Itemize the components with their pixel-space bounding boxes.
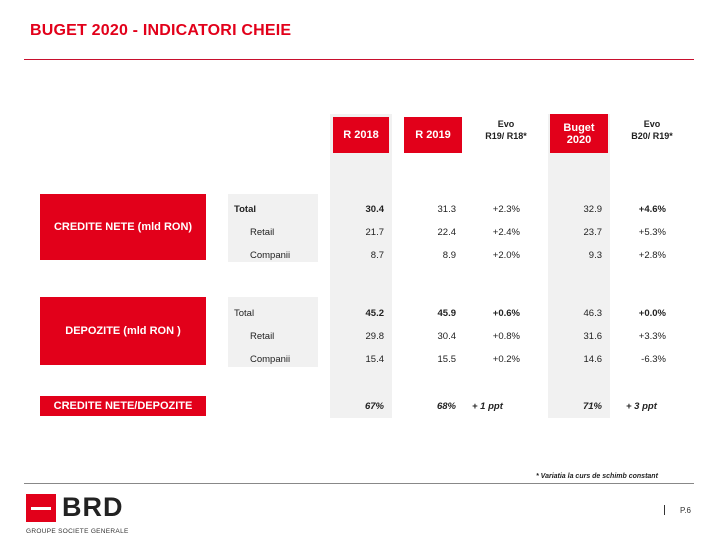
depozite-total-evo1: +0.6% — [492, 308, 520, 319]
credite-total-evo2: +4.6% — [638, 204, 666, 215]
ratio-r2018: 67% — [364, 401, 384, 412]
ratio-evo2: + 3 ppt — [626, 401, 657, 412]
credite-total-r2019: 31.3 — [437, 204, 457, 215]
depozite-total-r2018: 45.2 — [365, 308, 385, 319]
depozite-retail-buget: 31.6 — [583, 331, 603, 342]
brd-logo-bar — [31, 507, 51, 510]
header-evo2-line1: Evo — [643, 119, 661, 129]
header-evo2-line2: B20/ R19* — [631, 131, 673, 141]
depozite-companii-r2018: 15.4 — [365, 354, 385, 365]
credite-companii-evo1: +2.0% — [492, 250, 520, 261]
header-buget-line1: Buget — [563, 121, 595, 134]
credite-retail-r2018: 21.7 — [365, 227, 385, 238]
depozite-retail-r2019: 30.4 — [437, 331, 457, 342]
credite-retail-evo1: +2.4% — [492, 227, 520, 238]
depozite-companii-evo2: -6.3% — [641, 354, 666, 365]
credite-retail-evo2: +5.3% — [638, 227, 666, 238]
depozite-retail-r2018: 29.8 — [365, 331, 385, 342]
header-evo-b20-r19: Evo B20/ R19* — [616, 118, 688, 142]
credite-retail-r2019: 22.4 — [437, 227, 457, 238]
row-label-shade-credite — [228, 194, 318, 262]
row-label-shade-depozite — [228, 297, 318, 367]
header-buget-2020: Buget 2020 — [550, 114, 608, 153]
credite-companii-evo2: +2.8% — [638, 250, 666, 261]
row-label-total: Total — [234, 308, 255, 319]
ratio-r2019: 68% — [436, 401, 456, 412]
title-divider — [24, 59, 694, 60]
row-label-retail: Retail — [250, 331, 275, 342]
depozite-total-evo2: +0.0% — [638, 308, 666, 319]
header-r2019: R 2019 — [404, 117, 462, 153]
credite-companii-buget: 9.3 — [588, 250, 602, 261]
row-label-companii: Companii — [250, 250, 291, 261]
column-shade-buget — [548, 114, 610, 418]
footer-divider — [24, 483, 694, 484]
brd-logo-subtitle: GROUPE SOCIETE GENERALE — [26, 528, 129, 535]
column-shade-r2018 — [330, 114, 392, 418]
row-label-retail: Retail — [250, 227, 275, 238]
section-label-depozite: DEPOZITE (mld RON ) — [40, 297, 206, 365]
depozite-retail-evo2: +3.3% — [638, 331, 666, 342]
header-evo-line1: Evo — [497, 119, 515, 129]
credite-total-r2018: 30.4 — [365, 204, 385, 215]
ratio-evo1: + 1 ppt — [472, 401, 503, 412]
section-label-ratio: CREDITE NETE/DEPOZITE — [40, 396, 206, 416]
depozite-retail-evo1: +0.8% — [492, 331, 520, 342]
header-buget-line2: 2020 — [566, 133, 592, 146]
depozite-companii-r2019: 15.5 — [437, 354, 457, 365]
credite-retail-buget: 23.7 — [583, 227, 603, 238]
footnote: * Variatia la curs de schimb constant — [536, 473, 658, 480]
header-evo-line2: R19/ R18* — [485, 131, 527, 141]
ratio-buget: 71% — [582, 401, 602, 412]
credite-companii-r2019: 8.9 — [442, 250, 456, 261]
row-label-total: Total — [234, 204, 256, 215]
credite-total-evo1: +2.3% — [492, 204, 520, 215]
header-evo-r19-r18: Evo R19/ R18* — [470, 118, 542, 142]
page-title: BUGET 2020 - INDICATORI CHEIE — [30, 22, 292, 39]
depozite-total-buget: 46.3 — [583, 308, 603, 319]
depozite-total-r2019: 45.9 — [437, 308, 457, 319]
depozite-companii-evo1: +0.2% — [492, 354, 520, 365]
credite-total-buget: 32.9 — [583, 204, 603, 215]
section-label-credite: CREDITE NETE (mld RON) — [40, 194, 206, 260]
row-label-companii: Companii — [250, 354, 291, 365]
brd-logo-text: BRD — [62, 492, 124, 522]
depozite-companii-buget: 14.6 — [583, 354, 603, 365]
header-r2018: R 2018 — [333, 117, 389, 153]
credite-companii-r2018: 8.7 — [370, 250, 384, 261]
page-number: P.6 — [680, 506, 691, 515]
page-separator — [664, 505, 665, 515]
